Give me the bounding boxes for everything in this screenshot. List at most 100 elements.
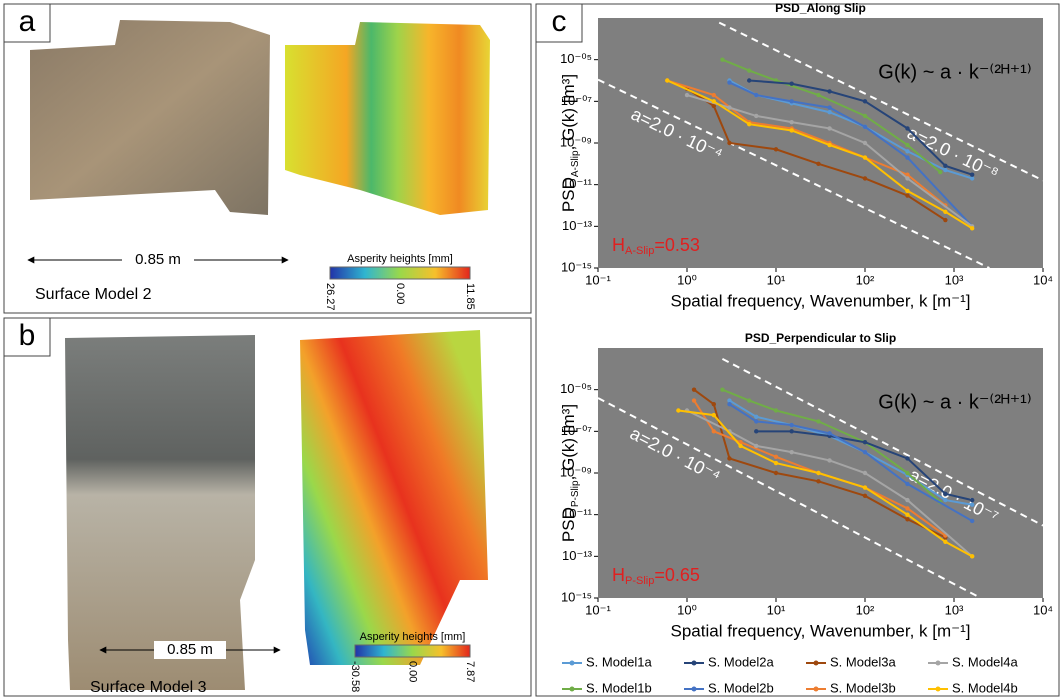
legend-marker [814, 687, 819, 692]
series-point [747, 398, 751, 402]
series-point [774, 471, 778, 475]
series-point [712, 429, 716, 433]
series-point [816, 162, 820, 166]
series-point [712, 99, 716, 103]
series-point [712, 413, 716, 417]
y-tick-label: 10⁻¹³ [562, 548, 593, 563]
series-point [774, 408, 778, 412]
legend-label: S. Model2a [708, 654, 775, 669]
series-point [727, 80, 731, 84]
photo [30, 20, 270, 215]
series-point [943, 164, 947, 168]
series-point [827, 89, 831, 93]
series-point [905, 149, 909, 153]
series-point [789, 99, 793, 103]
y-label-sub: A-Slip [570, 150, 581, 177]
legend-marker [570, 661, 575, 666]
colorbar-tick-label: -30.58 [349, 661, 361, 692]
series-point [789, 128, 793, 132]
figure: a0.85 mSurface Model 2Asperity heights [… [0, 0, 1063, 699]
series-point [970, 503, 974, 507]
series-point [692, 387, 696, 391]
legend-label: S. Model2b [708, 680, 774, 695]
legend-marker [570, 687, 575, 692]
annotation-sub: P-Slip [625, 575, 654, 587]
series-point [905, 471, 909, 475]
series-point [816, 419, 820, 423]
series-point [863, 471, 867, 475]
series-point [789, 450, 793, 454]
panel-label: b [19, 319, 36, 352]
series-point [754, 444, 758, 448]
series-point [943, 218, 947, 222]
x-axis-label: Spatial frequency, Wavenumber, k [m⁻¹] [671, 291, 971, 310]
x-tick-label: 10² [856, 602, 875, 617]
y-label-rest: , G(k) [m³] [559, 404, 578, 480]
series-point [720, 57, 724, 61]
colorbar-title: Asperity heights [mm] [347, 253, 453, 265]
chart: PSD_Along Slip10⁻¹10⁰10¹10²10³10⁴10⁻¹⁵10… [559, 1, 1053, 310]
legend-marker [936, 687, 941, 692]
series-point [727, 105, 731, 109]
series-point [863, 141, 867, 145]
x-tick-label: 10¹ [767, 272, 786, 287]
series-point [905, 456, 909, 460]
series-point [863, 494, 867, 498]
legend-label: S. Model4a [952, 654, 1019, 669]
series-point [747, 122, 751, 126]
annotation-rest: =0.65 [654, 565, 700, 585]
series-point [863, 450, 867, 454]
series-point [905, 189, 909, 193]
x-tick-label: 10⁴ [1033, 272, 1053, 287]
series-point [665, 78, 669, 82]
plot-area [598, 18, 1043, 268]
series-point [789, 429, 793, 433]
series-point [774, 455, 778, 459]
y-tick-label: 10⁻⁰⁵ [560, 51, 592, 66]
colorbar-title: Asperity heights [mm] [360, 631, 466, 643]
series-point [863, 99, 867, 103]
y-label-main: PSD [559, 507, 578, 542]
x-tick-label: 10³ [945, 272, 964, 287]
colorbar-tick-label: 0.00 [394, 283, 406, 304]
series-point [754, 93, 758, 97]
x-tick-label: 10⁻¹ [585, 272, 611, 287]
y-tick-label: 10⁻⁰⁵ [560, 381, 592, 396]
y-axis-label: PSDP-Slip, G(k) [m³] [559, 404, 580, 542]
x-tick-label: 10¹ [767, 602, 786, 617]
y-axis-label: PSDA-Slip, G(k) [m³] [559, 74, 580, 212]
annotation-sub: A-Slip [625, 245, 654, 257]
legend-marker [814, 661, 819, 666]
series-point [863, 440, 867, 444]
series-point [863, 114, 867, 118]
series-point [727, 141, 731, 145]
colorbar-tick-label: 26.27 [324, 283, 336, 311]
panel-caption: Surface Model 2 [35, 286, 152, 303]
series-point [816, 93, 820, 97]
series-point [905, 155, 909, 159]
series-point [905, 517, 909, 521]
series-point [754, 419, 758, 423]
series-point [727, 456, 731, 460]
series-point [863, 125, 867, 129]
colorbar [330, 267, 470, 279]
series-point [720, 387, 724, 391]
x-tick-label: 10³ [945, 602, 964, 617]
scale-label: 0.85 m [167, 641, 213, 658]
series-point [905, 143, 909, 147]
scale-label: 0.85 m [135, 251, 181, 268]
height-map [300, 330, 488, 665]
series-point [905, 193, 909, 197]
series-point [943, 498, 947, 502]
series-point [789, 82, 793, 86]
legend-label: S. Model3a [830, 654, 897, 669]
x-tick-label: 10⁴ [1033, 602, 1053, 617]
series-point [905, 482, 909, 486]
series-point [727, 402, 731, 406]
series-point [712, 402, 716, 406]
series-point [938, 170, 942, 174]
series-point [905, 506, 909, 510]
series-point [943, 492, 947, 496]
series-point [754, 415, 758, 419]
